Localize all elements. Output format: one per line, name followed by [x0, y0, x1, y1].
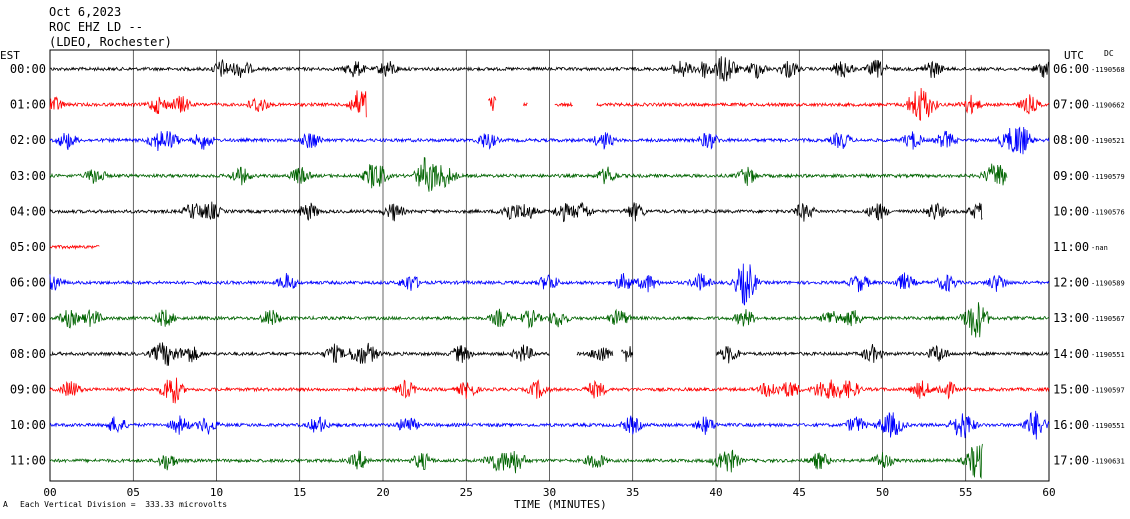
row-dc-label: -1190521: [1091, 137, 1125, 145]
x-tick-label: 30: [543, 486, 556, 499]
row-utc-label: 12:00: [1053, 276, 1089, 290]
header-date: Oct 6,2023: [49, 5, 122, 19]
x-tick-label: 60: [1042, 486, 1055, 499]
row-est-label: 05:00: [10, 240, 46, 254]
row-est-label: 09:00: [10, 382, 46, 396]
row-dc-label: -nan: [1091, 244, 1108, 252]
trace-row: [49, 87, 1050, 121]
left-tz-label: EST: [0, 49, 20, 62]
row-dc-label: -1190631: [1091, 458, 1125, 466]
corner-mark: A: [3, 500, 8, 509]
row-est-label: 08:00: [10, 347, 46, 361]
trace-row: [49, 201, 983, 223]
x-tick-label: 25: [460, 486, 473, 499]
row-utc-label: 06:00: [1053, 62, 1089, 76]
trace-row: [49, 126, 1050, 155]
trace-row: [49, 244, 100, 251]
x-tick-label: 05: [127, 486, 140, 499]
row-utc-label: 08:00: [1053, 133, 1089, 147]
x-ticks: 00 05 10 15 20 25 30 35 40 45 50 55 60: [43, 486, 1055, 499]
row-dc-label: -1190576: [1091, 208, 1125, 216]
row-est-label: 10:00: [10, 418, 46, 432]
x-tick-label: 45: [793, 486, 806, 499]
row-est-label: 03:00: [10, 169, 46, 183]
header-network: (LDEO, Rochester): [49, 35, 172, 49]
row-utc-label: 15:00: [1053, 382, 1089, 396]
row-dc-label: -1190662: [1091, 102, 1125, 110]
x-tick-label: 15: [293, 486, 306, 499]
x-tick-label: 35: [626, 486, 639, 499]
trace-row: [49, 377, 1050, 404]
x-axis-label: TIME (MINUTES): [514, 498, 607, 511]
row-dc-label: -1190551: [1091, 351, 1125, 359]
traces: [49, 56, 1050, 480]
row-utc-label: 14:00: [1053, 347, 1089, 361]
row-dc-label: -1190567: [1091, 315, 1125, 323]
grid: [49, 49, 1050, 482]
row-dc-label: -1190579: [1091, 173, 1125, 181]
x-tick-label: 10: [210, 486, 223, 499]
x-tick-label: 20: [376, 486, 389, 499]
x-tick-label: 00: [43, 486, 56, 499]
dc-label: DC: [1104, 49, 1114, 58]
row-utc-label: 09:00: [1053, 169, 1089, 183]
row-dc-label: -1190597: [1091, 386, 1125, 394]
trace-row: [49, 410, 1050, 440]
trace-row: [49, 342, 1050, 366]
row-utc-label: 10:00: [1053, 204, 1089, 218]
header-station: ROC EHZ LD --: [49, 20, 143, 34]
row-est-label: 07:00: [10, 311, 46, 325]
row-utc-label: 16:00: [1053, 418, 1089, 432]
row-est-label: 01:00: [10, 98, 46, 112]
row-est-label: 11:00: [10, 454, 46, 468]
trace-row: [49, 56, 1050, 82]
row-utc-label: 13:00: [1053, 311, 1089, 325]
row-utc-label: 07:00: [1053, 98, 1089, 112]
row-dc-label: -1190589: [1091, 280, 1125, 288]
trace-row: [49, 263, 1050, 306]
x-tick-label: 55: [959, 486, 972, 499]
row-est-label: 04:00: [10, 204, 46, 218]
row-utc-label: 11:00: [1053, 240, 1089, 254]
row-est-label: 06:00: [10, 276, 46, 290]
right-tz-label: UTC: [1064, 49, 1084, 62]
row-utc-label: 17:00: [1053, 454, 1089, 468]
row-dc-label: -1190551: [1091, 422, 1125, 430]
row-est-label: 02:00: [10, 133, 46, 147]
x-tick-label: 50: [876, 486, 889, 499]
row-dc-label: -1190568: [1091, 66, 1125, 74]
trace-row: [49, 443, 983, 480]
scale-note: Each Vertical Division = 333.33 microvol…: [20, 500, 228, 509]
row-est-label: 00:00: [10, 62, 46, 76]
trace-row: [49, 302, 1050, 338]
trace-row: [49, 157, 1008, 192]
x-tick-label: 40: [709, 486, 722, 499]
